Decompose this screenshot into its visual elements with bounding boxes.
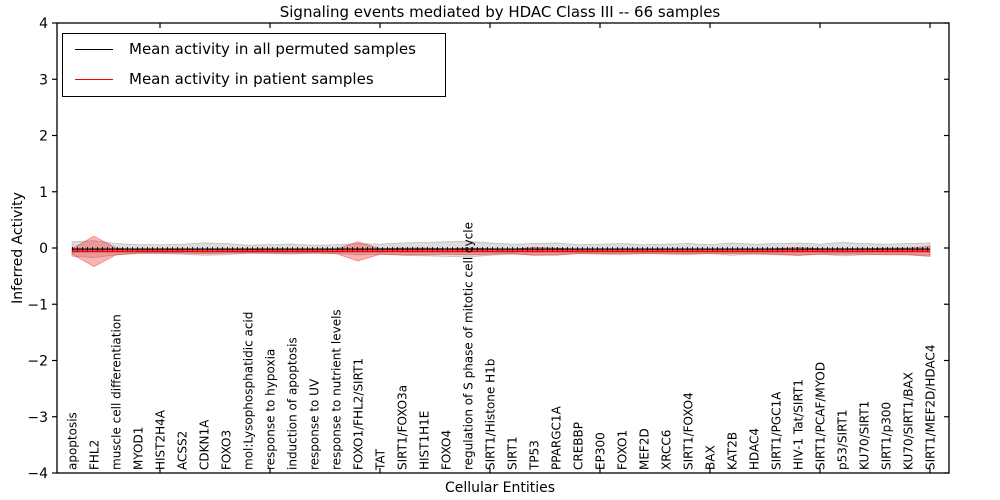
x-tick-label: CDKN1A <box>198 419 212 470</box>
x-tick-label: p53/SIRT1 <box>836 409 850 470</box>
legend-box: Mean activity in all permuted samples Me… <box>62 33 446 97</box>
x-tick-label: HIST2H4A <box>154 409 168 470</box>
x-tick-label: HDAC4 <box>748 428 762 470</box>
legend-label-patient: Mean activity in patient samples <box>129 70 374 88</box>
x-tick-label: SIRT1/PCAF/MYOD <box>814 362 828 470</box>
x-tick-label: SIRT1/FOXO4 <box>682 392 696 470</box>
x-tick-label: XRCC6 <box>660 430 674 470</box>
y-tick-label: 2 <box>39 129 48 145</box>
x-tick-label: regulation of S phase of mitotic cell cy… <box>462 222 476 470</box>
x-tick-label: induction of apoptosis <box>286 337 300 470</box>
x-tick-label: EP300 <box>594 432 608 470</box>
x-tick-label: SIRT1 <box>506 436 520 470</box>
x-tick-label: response to hypoxia <box>264 349 278 470</box>
x-tick-label: FOXO3 <box>220 430 234 470</box>
mean-activity-lines <box>72 247 930 253</box>
y-tick-labels: 4 3 2 1 0 −1 −2 −3 −4 <box>27 16 48 482</box>
x-tick-label: BAX <box>704 445 718 470</box>
x-tick-label: SIRT1/FOXO3a <box>396 385 410 470</box>
x-tick-label: ACSS2 <box>176 431 190 470</box>
y-tick-label: 0 <box>39 241 48 257</box>
x-tick-label: PPARGC1A <box>550 405 564 470</box>
x-tick-label: MYOD1 <box>132 427 146 470</box>
x-tick-label: FOXO4 <box>440 430 454 470</box>
x-tick-label: FHL2 <box>88 440 102 470</box>
legend-item-permuted: Mean activity in all permuted samples <box>63 34 445 64</box>
y-tick-label: −2 <box>27 354 48 370</box>
x-tick-label: CREBBP <box>572 422 586 470</box>
x-tick-label: TAT <box>374 448 388 471</box>
y-tick-label: −1 <box>27 297 48 313</box>
x-tick-label: FOXO1/FHL2/SIRT1 <box>352 358 366 470</box>
x-tick-label: response to nutrient levels <box>330 309 344 470</box>
x-tick-label: SIRT1/Histone H1b <box>484 359 498 470</box>
axis-ticks <box>52 22 949 474</box>
x-tick-label: mol:Lysophosphatidic acid <box>242 312 256 470</box>
y-tick-label: 3 <box>39 72 48 88</box>
x-tick-label: KU70/SIRT1 <box>858 401 872 470</box>
x-tick-label: HIST1H1E <box>418 411 432 470</box>
y-tick-label: −4 <box>27 466 48 482</box>
legend-line-black <box>75 48 113 50</box>
legend-label-permuted: Mean activity in all permuted samples <box>129 40 416 58</box>
x-tick-label: KAT2B <box>726 432 740 470</box>
x-tick-label: response to UV <box>308 378 322 470</box>
x-tick-label: apoptosis <box>66 412 80 470</box>
y-tick-label: −3 <box>27 410 48 426</box>
legend-item-patient: Mean activity in patient samples <box>63 64 445 94</box>
x-tick-label: MEF2D <box>638 428 652 470</box>
x-axis-label: Cellular Entities <box>444 480 556 496</box>
x-entity-labels: apoptosis FHL2 muscle cell differentiation… <box>66 222 938 471</box>
legend-line-red <box>75 78 113 80</box>
x-tick-label: FOXO1 <box>616 430 630 470</box>
y-tick-label: 4 <box>39 16 48 32</box>
chart-title: Signaling events mediated by HDAC Class … <box>279 3 721 21</box>
x-tick-label: muscle cell differentiation <box>110 314 124 470</box>
x-tick-label: TP53 <box>528 440 542 471</box>
x-tick-label: SIRT1/MEF2D/HDAC4 <box>924 345 938 470</box>
x-tick-label: SIRT1/PGC1A <box>770 391 784 470</box>
x-tick-label: KU70/SIRT1/BAX <box>902 372 916 470</box>
y-tick-label: 1 <box>39 185 48 201</box>
x-tick-label: HIV-1 Tat/SIRT1 <box>792 379 806 470</box>
x-tick-label: SIRT1/p300 <box>880 402 894 470</box>
